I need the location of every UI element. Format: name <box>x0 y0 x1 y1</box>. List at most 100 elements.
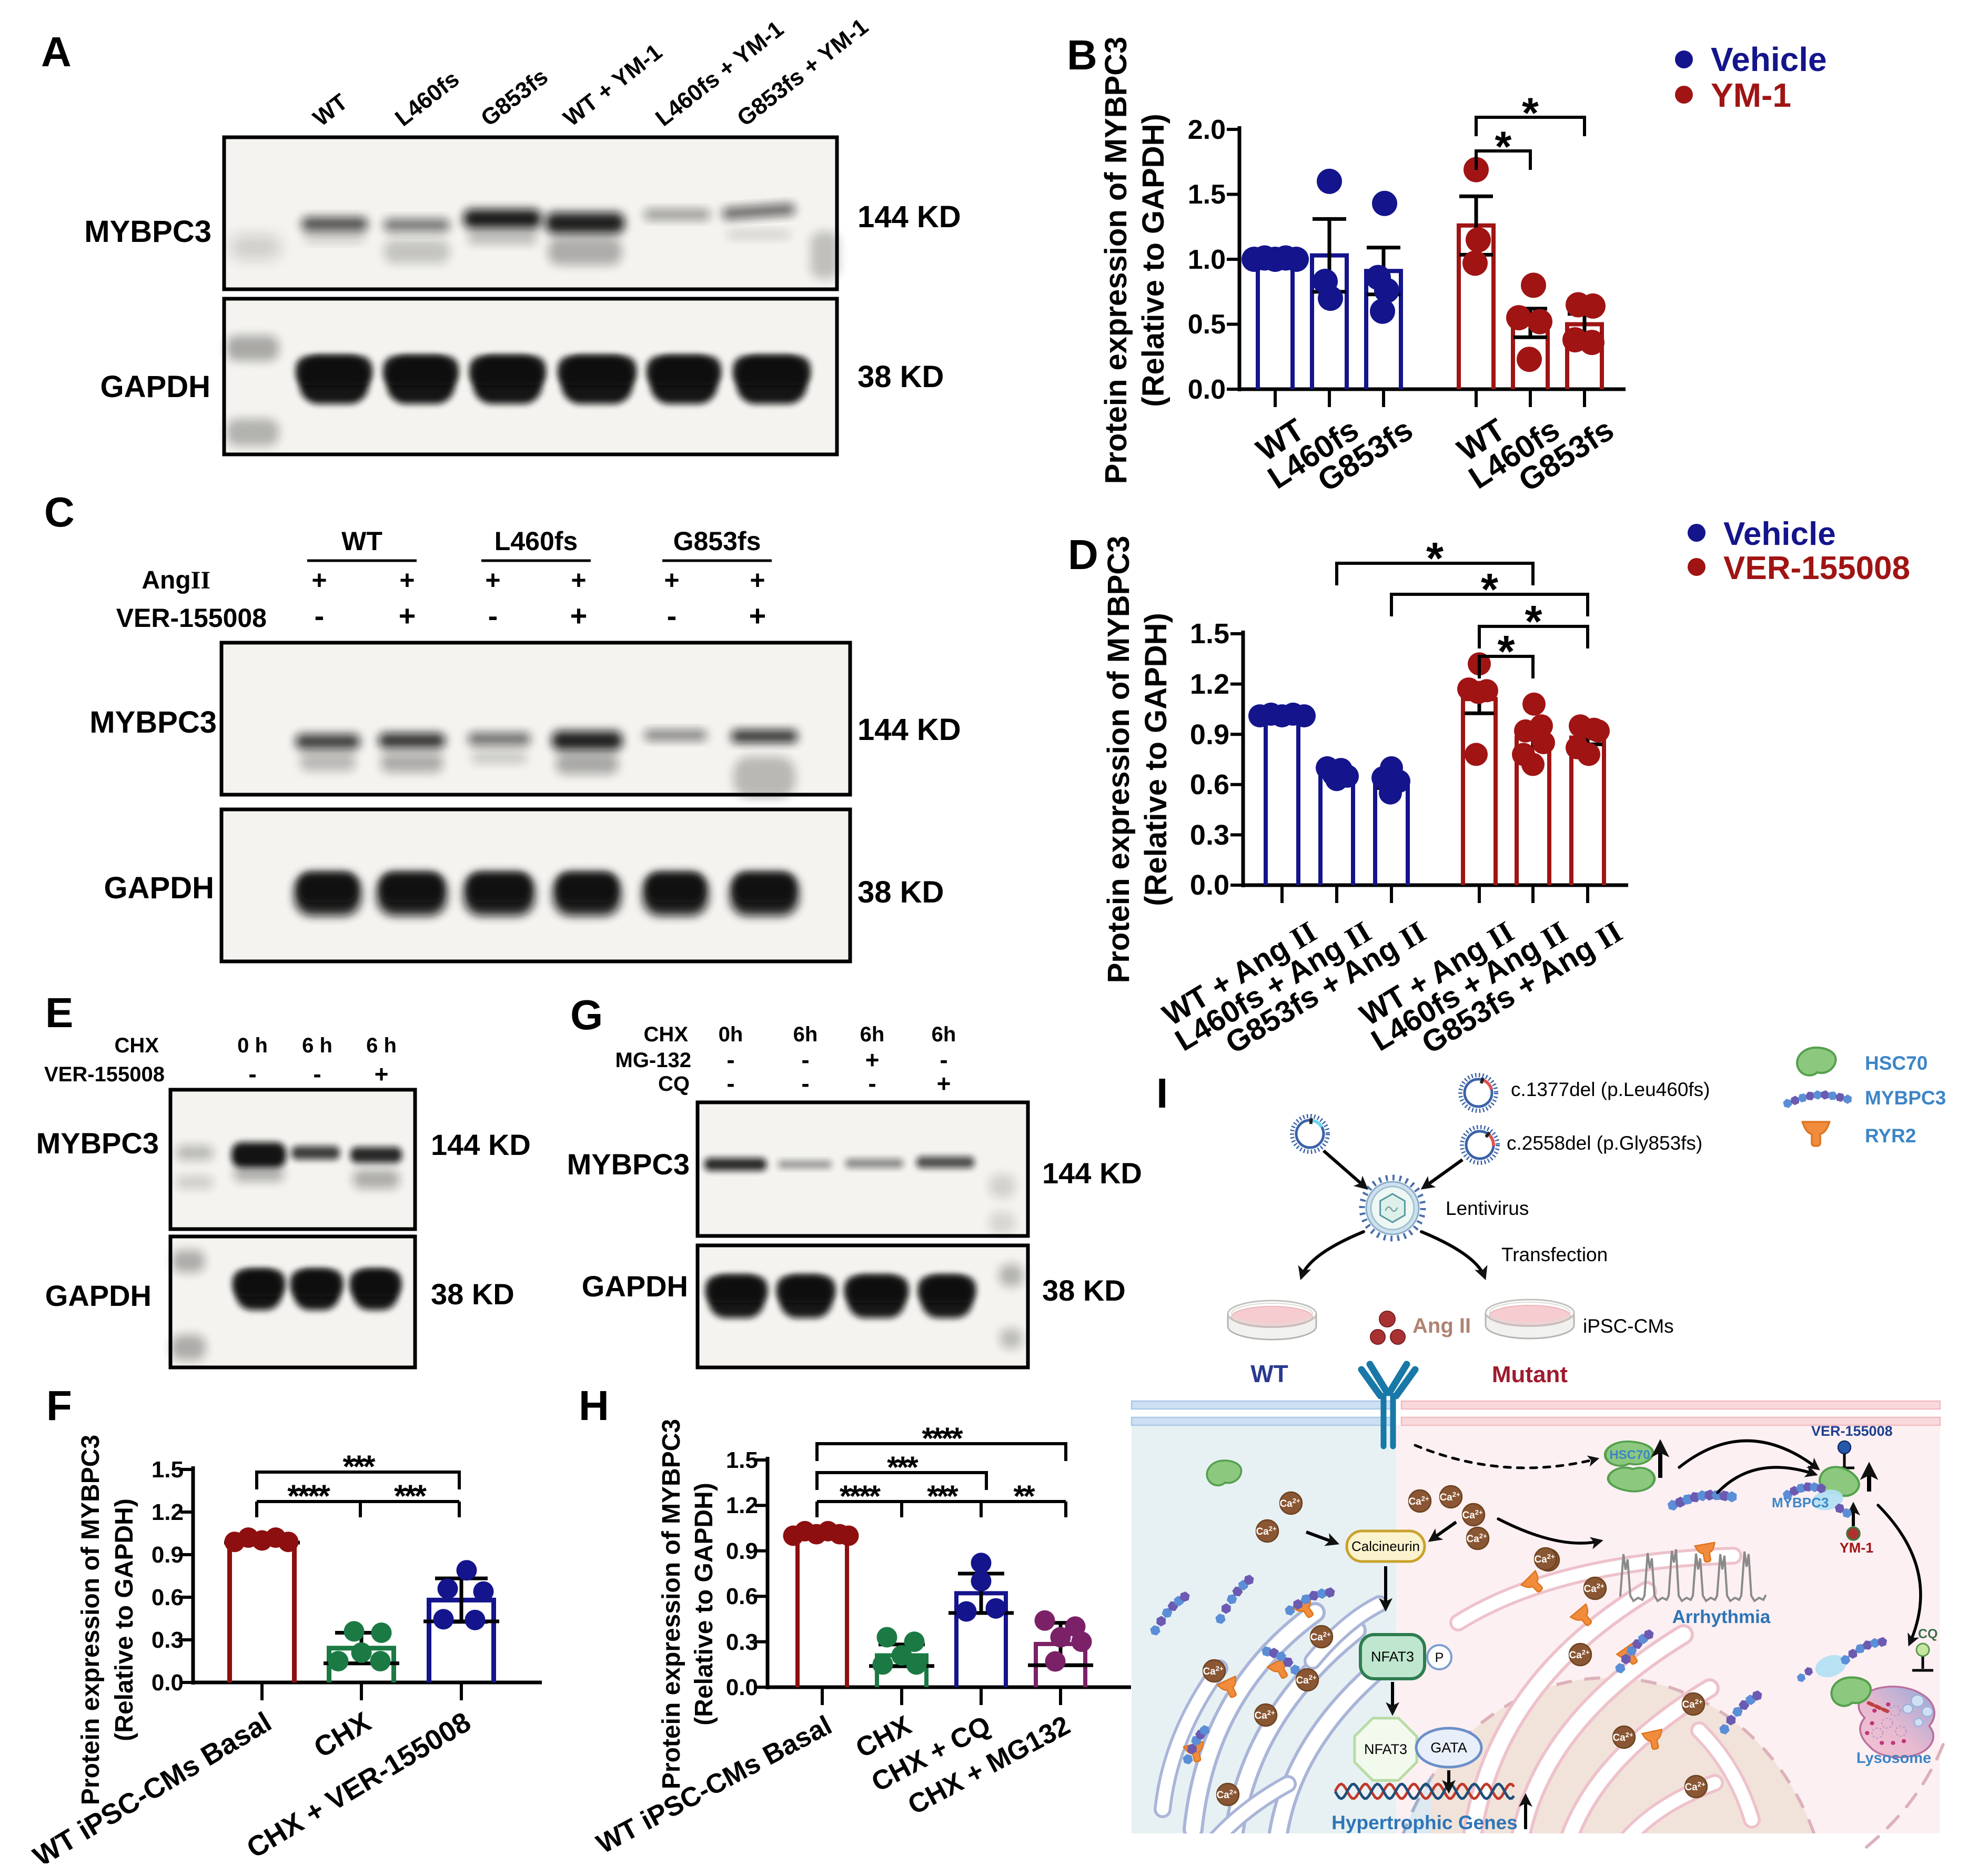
svg-text:1.5: 1.5 <box>152 1457 184 1483</box>
svg-text:-: - <box>868 1070 876 1097</box>
svg-text:-: - <box>801 1070 809 1097</box>
svg-text:***: *** <box>394 1478 427 1514</box>
svg-text:1.0: 1.0 <box>1188 245 1226 275</box>
svg-text:0.6: 0.6 <box>726 1584 758 1609</box>
svg-text:38 KD: 38 KD <box>857 875 944 909</box>
svg-text:+: + <box>399 565 415 595</box>
svg-text:0.6: 0.6 <box>152 1585 184 1610</box>
svg-text:+: + <box>937 1070 951 1097</box>
svg-text:0.9: 0.9 <box>726 1538 758 1564</box>
svg-text:Mutant: Mutant <box>1492 1362 1568 1387</box>
svg-text:C: C <box>44 489 75 535</box>
svg-text:NFAT3: NFAT3 <box>1364 1741 1407 1757</box>
svg-text:WT: WT <box>341 526 382 556</box>
svg-text:Vehicle: Vehicle <box>1723 516 1836 552</box>
svg-text:***: *** <box>342 1449 376 1484</box>
svg-text:I: I <box>1156 1070 1168 1117</box>
svg-text:Ca2+: Ca2+ <box>1254 1709 1275 1721</box>
svg-text:B: B <box>1067 32 1097 78</box>
svg-text:Lentivirus: Lentivirus <box>1446 1198 1529 1219</box>
svg-text:E: E <box>45 989 73 1036</box>
svg-text:***: *** <box>887 1451 919 1485</box>
svg-text:H: H <box>579 1382 609 1429</box>
svg-text:+: + <box>375 1060 389 1088</box>
svg-text:0.5: 0.5 <box>1188 309 1226 340</box>
svg-text:0 h: 0 h <box>237 1034 268 1057</box>
svg-text:Ca2+: Ca2+ <box>1569 1648 1590 1661</box>
svg-text:Protein expression of MYBPC3: Protein expression of MYBPC3 <box>658 1419 685 1789</box>
svg-text:Transfection: Transfection <box>1501 1244 1608 1265</box>
svg-text:F: F <box>46 1382 72 1429</box>
svg-text:1.2: 1.2 <box>726 1493 758 1518</box>
svg-text:GAPDH: GAPDH <box>100 370 210 404</box>
svg-text:+: + <box>485 565 500 595</box>
svg-text:-: - <box>315 599 325 632</box>
svg-text:-: - <box>801 1046 809 1073</box>
svg-text:Calcineurin: Calcineurin <box>1351 1538 1420 1554</box>
svg-text:(Relative to GAPDH): (Relative to GAPDH) <box>1136 114 1170 407</box>
svg-text:*: * <box>1497 627 1515 677</box>
svg-text:iPSC-CMs: iPSC-CMs <box>1583 1315 1674 1337</box>
svg-text:MYBPC3: MYBPC3 <box>1865 1087 1946 1109</box>
svg-text:144 KD: 144 KD <box>1042 1157 1142 1190</box>
svg-text:Ang II: Ang II <box>1412 1314 1471 1337</box>
svg-text:Ca2+: Ca2+ <box>1583 1582 1604 1595</box>
svg-text:MYBPC3: MYBPC3 <box>36 1127 159 1160</box>
svg-text:0.3: 0.3 <box>1190 819 1229 851</box>
svg-text:CHX: CHX <box>115 1034 159 1057</box>
svg-text:****: **** <box>287 1478 330 1514</box>
svg-text:Ca2+: Ca2+ <box>1279 1497 1300 1509</box>
svg-text:144 KD: 144 KD <box>857 200 961 234</box>
svg-text:+: + <box>750 565 765 595</box>
svg-text:6h: 6h <box>932 1023 956 1046</box>
svg-text:1.5: 1.5 <box>726 1447 758 1473</box>
svg-text:0.9: 0.9 <box>1190 719 1229 751</box>
svg-text:1.2: 1.2 <box>152 1499 184 1525</box>
svg-text:CQ: CQ <box>658 1072 690 1096</box>
svg-text:HSC70: HSC70 <box>1865 1052 1928 1074</box>
svg-text:*: * <box>1525 597 1542 647</box>
svg-text:GAPDH: GAPDH <box>45 1279 152 1312</box>
svg-text:GAPDH: GAPDH <box>104 871 214 905</box>
svg-text:Lysosome: Lysosome <box>1856 1750 1931 1767</box>
svg-text:144 KD: 144 KD <box>431 1128 531 1161</box>
svg-text:38 KD: 38 KD <box>857 360 944 394</box>
svg-text:A: A <box>41 28 72 75</box>
svg-text:+: + <box>399 599 416 632</box>
svg-text:*: * <box>1495 123 1512 171</box>
svg-text:*: * <box>1522 89 1539 137</box>
svg-text:c.1377del (p.Leu460fs): c.1377del (p.Leu460fs) <box>1511 1079 1710 1100</box>
svg-text:MG-132: MG-132 <box>615 1049 692 1072</box>
svg-text:(Relative to GAPDH): (Relative to GAPDH) <box>690 1483 718 1725</box>
svg-text:(Relative to GAPDH): (Relative to GAPDH) <box>1139 613 1173 906</box>
svg-text:Hypertrophic Genes: Hypertrophic Genes <box>1331 1812 1518 1833</box>
svg-text:+: + <box>664 565 679 595</box>
svg-text:VER-155008: VER-155008 <box>1811 1423 1893 1439</box>
svg-text:+: + <box>311 565 327 595</box>
svg-text:1.5: 1.5 <box>1190 618 1229 650</box>
svg-text:YM-1: YM-1 <box>1711 76 1791 114</box>
svg-text:6h: 6h <box>793 1023 818 1046</box>
svg-text:MYBPC3: MYBPC3 <box>1772 1495 1829 1510</box>
svg-text:G: G <box>570 991 603 1038</box>
svg-text:MYBPC3: MYBPC3 <box>84 215 211 249</box>
svg-text:38 KD: 38 KD <box>431 1277 514 1311</box>
svg-text:Arrhythmia: Arrhythmia <box>1672 1607 1771 1627</box>
svg-text:0.0: 0.0 <box>1190 869 1229 901</box>
svg-text:0.9: 0.9 <box>152 1542 184 1568</box>
svg-text:CQ: CQ <box>1918 1627 1938 1641</box>
svg-text:CHX: CHX <box>644 1023 689 1046</box>
svg-text:0.6: 0.6 <box>1190 769 1229 800</box>
svg-text:(Relative to GAPDH): (Relative to GAPDH) <box>110 1498 138 1741</box>
svg-text:***: *** <box>927 1479 958 1514</box>
svg-text:Ca2+: Ca2+ <box>1310 1630 1331 1643</box>
svg-text:RYR2: RYR2 <box>1865 1125 1916 1147</box>
svg-text:MYBPC3: MYBPC3 <box>567 1148 690 1181</box>
svg-text:-: - <box>248 1060 256 1088</box>
svg-text:AngII: AngII <box>142 566 210 594</box>
svg-text:****: **** <box>840 1479 881 1514</box>
svg-text:+: + <box>570 599 588 632</box>
svg-text:P: P <box>1435 1650 1444 1665</box>
svg-text:VER-155008: VER-155008 <box>1723 550 1910 586</box>
svg-text:Protein expression of MYBPC3: Protein expression of MYBPC3 <box>77 1435 105 1805</box>
